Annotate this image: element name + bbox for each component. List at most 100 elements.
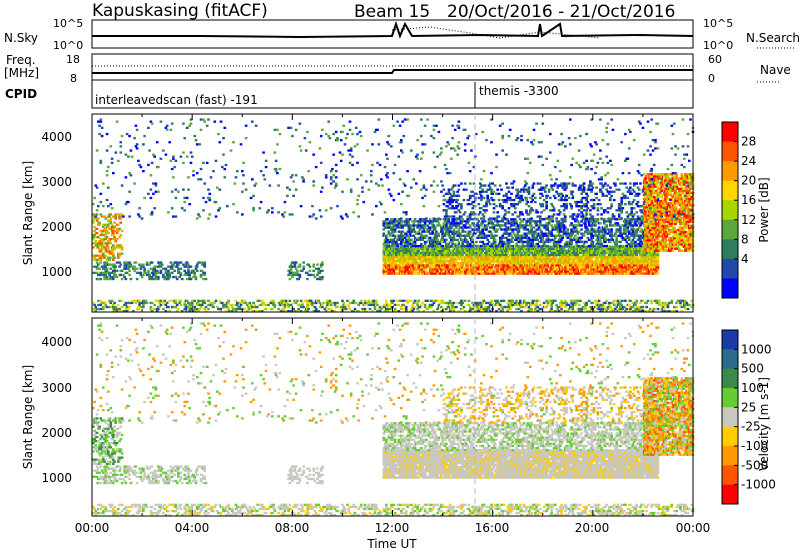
- data-cell: [100, 248, 104, 251]
- data-cell: [172, 275, 175, 279]
- data-cell: [302, 267, 305, 270]
- data-cell: [93, 258, 96, 261]
- data-cell: [572, 264, 576, 267]
- data-cell: [112, 303, 115, 307]
- noise-sky-line: [92, 20, 694, 39]
- data-cell: [497, 301, 501, 305]
- data-cell: [537, 299, 541, 302]
- data-cell: [267, 303, 270, 307]
- data-cell: [448, 266, 452, 269]
- data-cell: [125, 310, 129, 313]
- data-cell: [98, 267, 101, 270]
- data-cell: [622, 305, 626, 309]
- data-cell: [631, 260, 635, 263]
- data-cell: [188, 273, 191, 277]
- data-cell: [511, 253, 514, 257]
- data-cell: [503, 228, 507, 231]
- data-cell: [303, 310, 307, 313]
- data-cell: [108, 250, 111, 253]
- data-cell: [417, 272, 421, 275]
- data-cell: [289, 269, 293, 272]
- data-cell: [416, 307, 419, 311]
- data-cell: [413, 220, 417, 223]
- data-cell: [98, 244, 101, 247]
- data-cell: [610, 245, 613, 248]
- data-cell: [507, 222, 511, 225]
- data-cell: [336, 305, 339, 309]
- data-cell: [530, 244, 533, 248]
- data-cell: [297, 307, 300, 311]
- data-cell: [110, 299, 114, 302]
- data-cell: [565, 260, 568, 263]
- data-cell: [170, 305, 174, 309]
- data-cell: [451, 255, 454, 259]
- data-cell: [524, 270, 527, 273]
- data-cell: [104, 271, 108, 274]
- data-cell: [511, 240, 514, 244]
- data-cell: [562, 264, 566, 267]
- data-cell: [204, 299, 208, 302]
- data-cell: [341, 299, 344, 302]
- data-cell: [159, 299, 163, 302]
- data-cell: [579, 299, 582, 302]
- data-cell: [656, 253, 660, 257]
- data-cell: [546, 301, 550, 305]
- data-cell: [413, 240, 417, 244]
- data-cell: [480, 270, 483, 273]
- data-cell: [112, 277, 115, 281]
- data-cell: [520, 253, 523, 257]
- data-cell: [194, 310, 198, 313]
- data-cell: [199, 273, 203, 277]
- data-cell: [437, 268, 441, 271]
- data-cell: [445, 230, 448, 233]
- data-cell: [530, 262, 533, 265]
- data-cell: [443, 240, 447, 244]
- data-cell: [441, 262, 444, 265]
- data-cell: [401, 236, 404, 239]
- data-cell: [292, 273, 295, 277]
- station-title: Kapuskasing (fitACF): [92, 1, 268, 21]
- data-cell: [95, 267, 99, 270]
- data-cell: [385, 220, 388, 223]
- data-cell: [539, 264, 542, 267]
- data-cell: [591, 301, 595, 305]
- data-cell: [99, 213, 103, 216]
- data-cell: [418, 222, 422, 225]
- data-cell: [447, 232, 451, 235]
- data-cell: [656, 268, 660, 271]
- data-cell: [236, 303, 239, 307]
- data-cell: [507, 266, 511, 269]
- data-cell: [284, 301, 288, 305]
- data-cell: [169, 299, 173, 302]
- data-cell: [443, 232, 447, 235]
- data-cell: [120, 252, 124, 255]
- data-cell: [527, 310, 531, 313]
- data-cell: [431, 222, 434, 225]
- data-cell: [396, 226, 399, 229]
- data-cell: [629, 247, 632, 250]
- data-cell: [447, 255, 451, 259]
- data-cell: [639, 301, 642, 305]
- data-cell: [668, 301, 671, 305]
- data-cell: [92, 213, 95, 216]
- data-cell: [631, 266, 635, 269]
- data-cell: [294, 271, 298, 274]
- data-cell: [435, 218, 438, 221]
- data-cell: [94, 242, 98, 245]
- data-cell: [436, 299, 439, 302]
- data-cell: [641, 305, 645, 309]
- data-cell: [411, 305, 414, 309]
- data-cell: [102, 244, 105, 247]
- data-cell: [614, 272, 617, 275]
- data-cell: [631, 249, 635, 252]
- data-cell: [420, 232, 423, 235]
- data-cell: [431, 270, 434, 273]
- data-cell: [477, 310, 481, 313]
- data-cell: [619, 247, 622, 250]
- data-cell: [458, 301, 462, 305]
- data-cell: [597, 272, 601, 275]
- data-cell: [95, 219, 99, 222]
- data-cell: [115, 231, 119, 235]
- data-cell: [382, 228, 386, 231]
- data-cell: [428, 270, 432, 273]
